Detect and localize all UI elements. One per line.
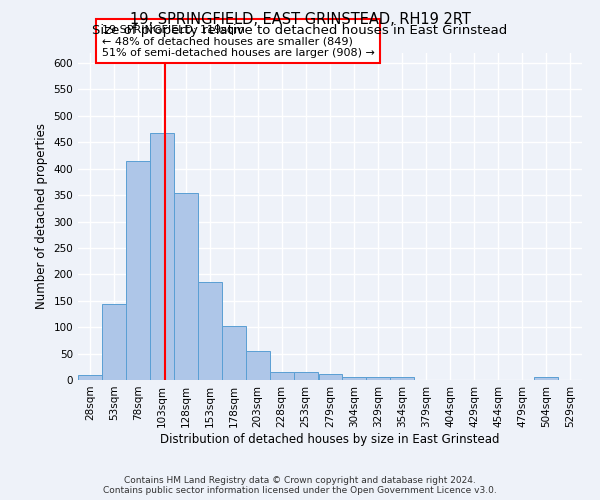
- Text: Contains HM Land Registry data © Crown copyright and database right 2024.
Contai: Contains HM Land Registry data © Crown c…: [103, 476, 497, 495]
- Bar: [245, 352, 269, 380]
- Text: 19, SPRINGFIELD, EAST GRINSTEAD, RH19 2RT: 19, SPRINGFIELD, EAST GRINSTEAD, RH19 2R…: [130, 12, 470, 28]
- Text: Size of property relative to detached houses in East Grinstead: Size of property relative to detached ho…: [92, 24, 508, 37]
- Bar: [126, 161, 150, 380]
- Bar: [269, 372, 293, 380]
- Bar: [174, 193, 198, 380]
- Bar: [367, 378, 391, 380]
- Bar: [102, 304, 126, 380]
- Bar: [78, 374, 102, 380]
- X-axis label: Distribution of detached houses by size in East Grinstead: Distribution of detached houses by size …: [160, 432, 500, 446]
- Bar: [293, 372, 317, 380]
- Bar: [391, 378, 415, 380]
- Bar: [343, 377, 367, 380]
- Bar: [319, 374, 343, 380]
- Bar: [198, 282, 222, 380]
- Bar: [150, 134, 174, 380]
- Bar: [534, 378, 558, 380]
- Bar: [222, 326, 245, 380]
- Y-axis label: Number of detached properties: Number of detached properties: [35, 123, 48, 309]
- Text: 19 SPRINGFIELD: 119sqm
← 48% of detached houses are smaller (849)
51% of semi-de: 19 SPRINGFIELD: 119sqm ← 48% of detached…: [102, 24, 375, 58]
